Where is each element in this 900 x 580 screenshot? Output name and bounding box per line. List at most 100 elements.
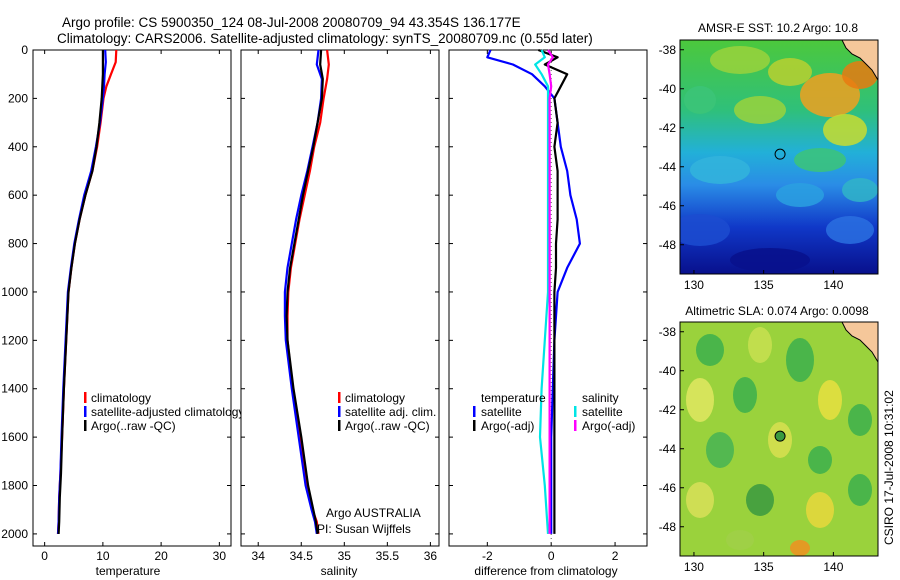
x-tick-label: 34.5 bbox=[290, 549, 314, 563]
lat-tick-label: -44 bbox=[659, 442, 677, 456]
lon-tick-label: 130 bbox=[684, 278, 704, 292]
temperature-xlabel: temperature bbox=[96, 564, 161, 578]
x-tick-label: -2 bbox=[482, 549, 493, 563]
sla-argo-location-marker bbox=[774, 430, 786, 442]
field-patch bbox=[710, 46, 770, 74]
x-tick-label: 35 bbox=[338, 549, 352, 563]
legend-label-temp-argo: Argo(-adj) bbox=[481, 419, 534, 433]
y-tick-label: 1400 bbox=[1, 382, 28, 396]
y-tick-label: 0 bbox=[21, 43, 28, 57]
lat-tick-label: -42 bbox=[659, 403, 677, 417]
lon-tick-label: 135 bbox=[754, 560, 774, 574]
y-tick-label: 800 bbox=[8, 237, 28, 251]
sla-map: Altimetric SLA: 0.074 Argo: 0.0098 -38 -4… bbox=[659, 304, 879, 574]
field-patch bbox=[818, 380, 842, 420]
field-patch bbox=[706, 432, 734, 468]
legend-swatch-climatology bbox=[84, 392, 87, 403]
legend-swatch-climatology bbox=[338, 392, 341, 403]
legend-swatch-argo bbox=[84, 420, 87, 431]
x-tick-label: 2 bbox=[612, 549, 619, 563]
field-patch bbox=[696, 334, 724, 366]
x-tick-label: 20 bbox=[154, 549, 168, 563]
field-patch bbox=[800, 73, 860, 117]
sla-map-frame bbox=[679, 321, 879, 557]
lat-tick-label: -46 bbox=[659, 199, 677, 213]
field-patch bbox=[794, 148, 846, 172]
x-tick-label: 36 bbox=[424, 549, 438, 563]
legend-swatch-argo bbox=[338, 420, 341, 431]
salinity-plot: 34 34.5 35 35.5 36 salinity climatology sate… bbox=[240, 49, 440, 578]
salinity-plot-frame bbox=[240, 49, 440, 547]
legend-label-satellite-adjusted: satellite-adjusted climatology bbox=[91, 405, 244, 419]
series-line-argo-raw-qc- bbox=[57, 50, 105, 534]
y-tick-label: 1000 bbox=[1, 285, 28, 299]
series-line-salinity-satellite bbox=[534, 49, 550, 534]
lat-tick-label: -44 bbox=[659, 160, 677, 174]
series-line-temperature-argo-adj- bbox=[538, 48, 569, 534]
legend-title-salinity: salinity bbox=[582, 391, 619, 405]
field-patch bbox=[748, 327, 772, 363]
x-tick-label: 35.5 bbox=[376, 549, 400, 563]
sla-land-tasmania bbox=[841, 322, 878, 363]
field-patch bbox=[768, 58, 812, 86]
field-patch bbox=[680, 214, 730, 246]
field-patch bbox=[848, 474, 872, 506]
difference-legend: temperature satellite Argo(-adj) salinit… bbox=[473, 391, 635, 433]
field-patch bbox=[826, 216, 874, 244]
legend-swatch-sal-argo bbox=[574, 420, 577, 431]
header-line-2: Climatology: CARS2006. Satellite-adjuste… bbox=[57, 31, 593, 46]
lat-tick-label: -40 bbox=[659, 364, 677, 378]
difference-plot: -2 0 2 difference from climatology tempera… bbox=[448, 48, 648, 578]
x-tick-label: 0 bbox=[548, 549, 555, 563]
series-line-temperature-satellite bbox=[486, 49, 582, 534]
field-patch bbox=[686, 378, 714, 422]
pi-annotation: PI: Susan Wijffels bbox=[317, 522, 411, 536]
legend-label-temp-satellite: satellite bbox=[481, 405, 522, 419]
salinity-legend: climatology satellite adj. clim. Argo(..… bbox=[338, 391, 436, 433]
difference-xlabel: difference from climatology bbox=[474, 564, 617, 578]
field-patch bbox=[842, 61, 878, 89]
sst-land-tasmania bbox=[841, 40, 878, 81]
legend-title-temperature: temperature bbox=[481, 391, 546, 405]
field-patch bbox=[730, 248, 810, 272]
temperature-legend: climatology satellite-adjusted climatolo… bbox=[84, 391, 244, 433]
field-patch bbox=[684, 86, 716, 114]
legend-label-argo: Argo(..raw -QC) bbox=[91, 419, 176, 433]
lat-tick-label: -38 bbox=[659, 43, 677, 57]
field-patch bbox=[746, 484, 774, 516]
sst-map-frame bbox=[679, 39, 879, 275]
legend-swatch-satellite-adjusted bbox=[84, 406, 87, 417]
y-tick-label: 1200 bbox=[1, 333, 28, 347]
x-tick-label: 30 bbox=[213, 549, 227, 563]
field-patch bbox=[823, 114, 867, 146]
y-tick-label: 200 bbox=[8, 91, 28, 105]
legend-label-sal-satellite: satellite bbox=[582, 405, 623, 419]
salinity-xlabel: salinity bbox=[321, 564, 358, 578]
lat-tick-label: -40 bbox=[659, 82, 677, 96]
lon-tick-label: 140 bbox=[823, 560, 843, 574]
field-patch bbox=[808, 446, 832, 474]
legend-label-climatology: climatology bbox=[91, 391, 151, 405]
field-patch bbox=[848, 404, 872, 436]
field-patch bbox=[726, 530, 754, 550]
legend-label-satellite-adj: satellite adj. clim. bbox=[345, 405, 436, 419]
lon-tick-label: 135 bbox=[754, 278, 774, 292]
lat-tick-label: -48 bbox=[659, 238, 677, 252]
field-patch bbox=[786, 338, 814, 382]
legend-label-climatology: climatology bbox=[345, 391, 405, 405]
lon-tick-label: 130 bbox=[684, 560, 704, 574]
series-line-argo-raw-qc- bbox=[285, 49, 324, 535]
x-tick-label: 10 bbox=[96, 549, 110, 563]
csiro-timestamp: CSIRO 17-Jul-2008 10:31:02 bbox=[882, 390, 896, 545]
lat-tick-label: -46 bbox=[659, 481, 677, 495]
field-patch bbox=[790, 540, 810, 556]
lon-tick-label: 140 bbox=[823, 278, 843, 292]
temperature-plot: 0 200 400 600 800 1000 1200 1400 1600 1800 2000 0 10… bbox=[1, 43, 244, 578]
legend-label-sal-argo: Argo(-adj) bbox=[582, 419, 635, 433]
x-tick-label: 0 bbox=[41, 549, 48, 563]
y-tick-label: 2000 bbox=[1, 527, 28, 541]
field-patch bbox=[842, 178, 878, 202]
lat-tick-label: -38 bbox=[659, 325, 677, 339]
field-patch bbox=[776, 183, 824, 207]
